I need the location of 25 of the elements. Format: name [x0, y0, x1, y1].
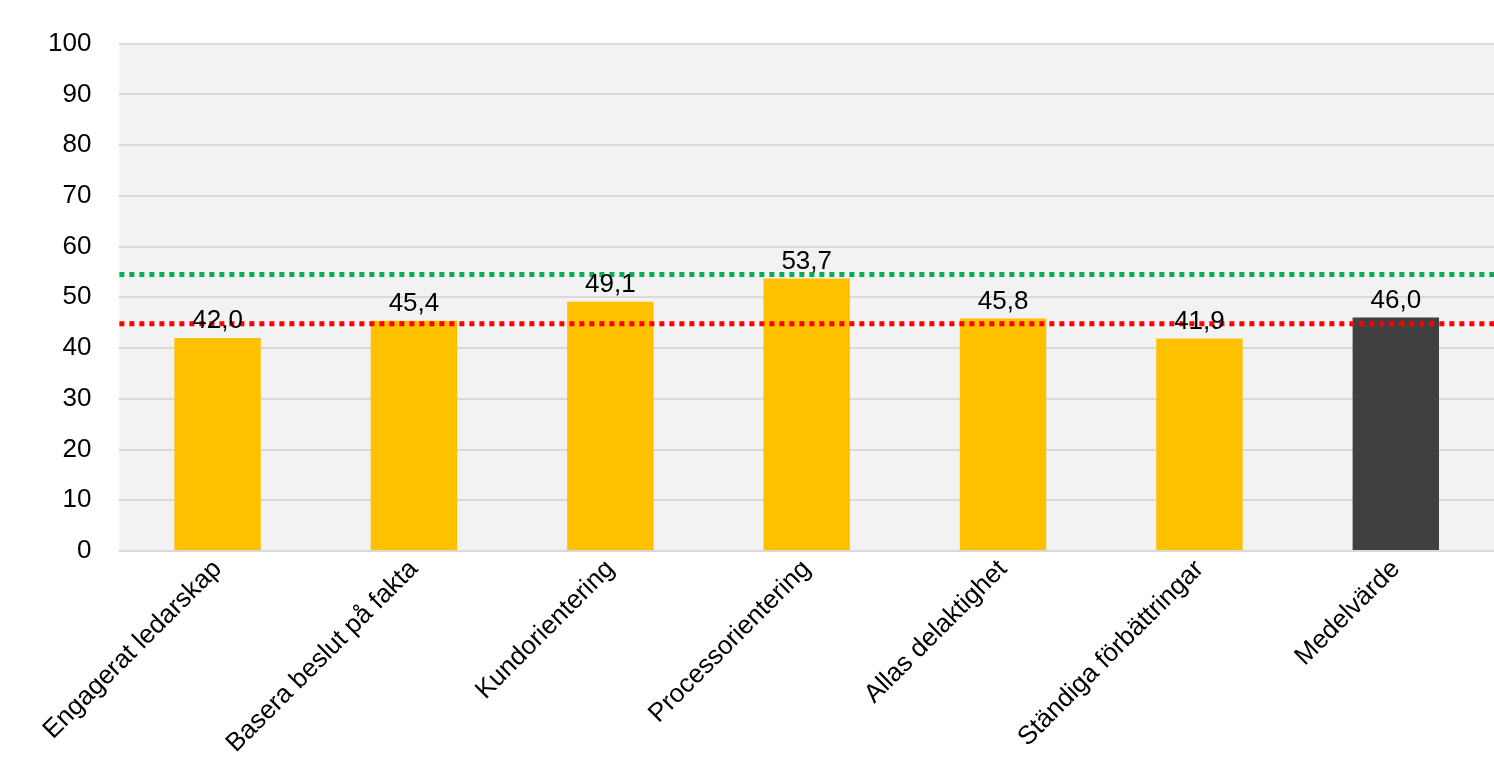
bar [370, 320, 458, 550]
data-label: 42,0 [192, 304, 243, 335]
y-tick-label: 90 [62, 77, 92, 108]
y-tick-label: 80 [62, 128, 92, 159]
y-tick-label: 10 [62, 483, 92, 514]
bar [959, 318, 1047, 550]
y-tick-label: 40 [62, 331, 92, 362]
bar [567, 301, 654, 550]
y-tick-label: 60 [62, 229, 92, 260]
data-label: 45,8 [977, 284, 1029, 315]
bar [1352, 317, 1440, 550]
y-tick-label: 20 [62, 432, 92, 463]
data-label: 49,1 [585, 268, 636, 299]
data-label: 46,0 [1370, 283, 1422, 314]
y-tick-label: 100 [47, 26, 92, 57]
bar [1156, 338, 1243, 550]
y-tick-label: 70 [62, 178, 92, 209]
data-label: 45,4 [388, 286, 440, 317]
y-tick-label: 50 [62, 280, 92, 311]
y-tick-label: 0 [76, 534, 92, 565]
y-tick-label: 30 [62, 381, 92, 412]
data-label: 53,7 [781, 244, 832, 275]
bar [174, 337, 261, 550]
bar [763, 278, 850, 550]
data-label: 41,9 [1174, 304, 1225, 335]
